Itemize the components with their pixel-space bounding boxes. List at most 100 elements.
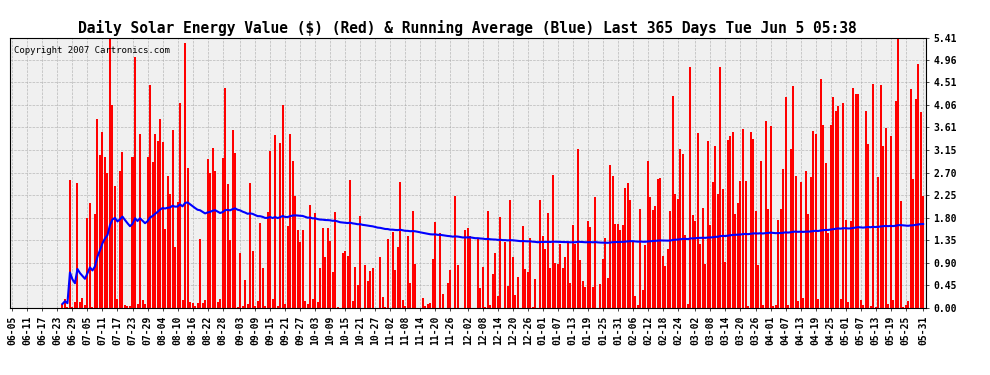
Bar	[640, 209, 642, 308]
Bar	[259, 223, 261, 308]
Bar	[171, 130, 173, 308]
Bar	[151, 162, 153, 308]
Bar	[705, 264, 707, 308]
Bar	[584, 287, 586, 308]
Bar	[237, 307, 239, 308]
Bar	[700, 243, 702, 308]
Bar	[694, 221, 696, 308]
Bar	[134, 57, 136, 308]
Bar	[174, 247, 176, 308]
Bar	[779, 209, 781, 308]
Bar	[615, 224, 617, 308]
Bar	[792, 86, 794, 308]
Bar	[900, 201, 902, 308]
Bar	[79, 302, 81, 307]
Bar	[842, 103, 844, 308]
Bar	[782, 169, 784, 308]
Bar	[754, 211, 756, 308]
Bar	[679, 149, 681, 308]
Bar	[772, 306, 774, 308]
Bar	[317, 302, 319, 307]
Bar	[147, 158, 148, 308]
Bar	[556, 264, 558, 308]
Bar	[81, 298, 83, 307]
Bar	[409, 283, 411, 308]
Bar	[142, 300, 144, 307]
Bar	[454, 196, 456, 308]
Bar	[864, 111, 866, 308]
Bar	[359, 216, 361, 308]
Bar	[892, 300, 894, 307]
Bar	[256, 301, 258, 307]
Bar	[810, 177, 812, 308]
Bar	[379, 256, 381, 307]
Bar	[802, 298, 804, 307]
Bar	[710, 225, 712, 308]
Bar	[139, 134, 141, 308]
Bar	[887, 304, 889, 307]
Bar	[497, 296, 499, 307]
Bar	[777, 220, 779, 308]
Bar	[740, 181, 742, 308]
Bar	[554, 263, 556, 308]
Bar	[517, 277, 519, 308]
Bar	[119, 171, 121, 308]
Bar	[279, 143, 281, 308]
Bar	[835, 111, 837, 308]
Bar	[722, 189, 724, 308]
Bar	[287, 226, 289, 308]
Bar	[299, 242, 301, 308]
Bar	[402, 300, 404, 307]
Bar	[197, 303, 199, 307]
Bar	[91, 307, 93, 308]
Bar	[240, 253, 242, 308]
Bar	[186, 168, 188, 308]
Bar	[166, 176, 168, 308]
Bar	[86, 218, 88, 308]
Bar	[684, 235, 686, 308]
Bar	[261, 268, 263, 308]
Bar	[222, 158, 224, 308]
Bar	[664, 266, 666, 308]
Bar	[245, 280, 247, 308]
Bar	[725, 262, 727, 308]
Bar	[324, 257, 326, 307]
Bar	[862, 306, 864, 308]
Bar	[181, 300, 183, 307]
Bar	[527, 272, 529, 308]
Bar	[349, 180, 351, 308]
Bar	[66, 307, 68, 308]
Bar	[752, 140, 754, 308]
Bar	[915, 99, 917, 308]
Bar	[109, 38, 111, 308]
Bar	[674, 195, 676, 308]
Bar	[654, 206, 656, 308]
Bar	[487, 211, 489, 308]
Bar	[762, 305, 764, 308]
Bar	[430, 303, 432, 307]
Bar	[96, 119, 98, 308]
Bar	[869, 306, 871, 308]
Bar	[507, 286, 509, 308]
Bar	[384, 307, 386, 308]
Bar	[840, 300, 842, 307]
Bar	[790, 149, 792, 308]
Bar	[112, 105, 114, 308]
Bar	[169, 194, 171, 308]
Bar	[249, 183, 251, 308]
Bar	[549, 268, 551, 308]
Bar	[667, 249, 669, 308]
Bar	[872, 84, 874, 308]
Bar	[214, 171, 216, 308]
Bar	[897, 39, 899, 308]
Bar	[307, 304, 309, 307]
Bar	[874, 307, 876, 308]
Bar	[204, 300, 206, 307]
Bar	[289, 134, 291, 308]
Bar	[635, 296, 637, 307]
Bar	[730, 136, 732, 308]
Bar	[610, 165, 612, 308]
Bar	[364, 265, 366, 308]
Bar	[392, 232, 394, 308]
Bar	[129, 306, 131, 308]
